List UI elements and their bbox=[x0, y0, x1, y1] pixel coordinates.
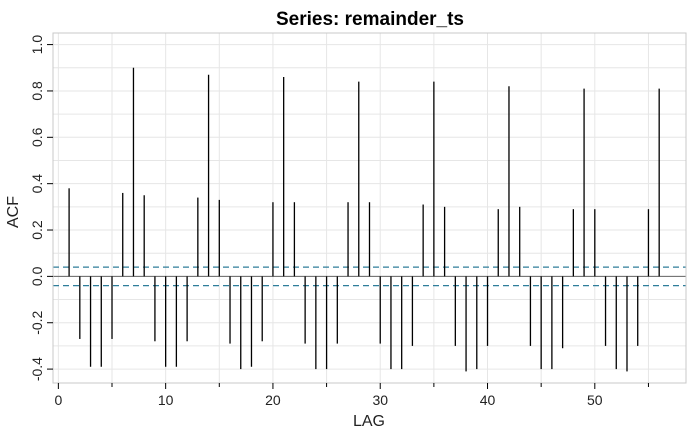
x-axis: 0 10 20 30 40 50 bbox=[54, 383, 649, 408]
x-tick-label: 40 bbox=[480, 392, 496, 408]
x-tick-label: 10 bbox=[158, 392, 174, 408]
y-tick-label: -0.2 bbox=[29, 310, 45, 334]
x-axis-label: LAG bbox=[353, 413, 385, 430]
y-axis: -0.4 -0.2 0.0 0.2 0.4 0.6 0.8 1.0 bbox=[29, 35, 53, 381]
y-tick-label: 0.4 bbox=[29, 174, 45, 194]
y-tick-label: 0.8 bbox=[29, 81, 45, 101]
y-axis-label: ACF bbox=[5, 196, 22, 228]
acf-bars bbox=[68, 67, 660, 372]
x-tick-label: 30 bbox=[372, 392, 388, 408]
y-tick-label: -0.4 bbox=[29, 357, 45, 381]
y-tick-label: 1.0 bbox=[29, 35, 45, 55]
plot-frame bbox=[52, 32, 687, 384]
x-tick-label: 0 bbox=[54, 392, 62, 408]
y-tick-label: 0.6 bbox=[29, 127, 45, 147]
confidence-bands bbox=[53, 266, 686, 287]
x-tick-label: 50 bbox=[587, 392, 603, 408]
grid-lines bbox=[53, 33, 686, 383]
x-tick-label: 20 bbox=[265, 392, 281, 408]
y-tick-label: 0.0 bbox=[29, 266, 45, 286]
chart-title: Series: remainder_ts bbox=[276, 9, 464, 30]
y-tick-label: 0.2 bbox=[29, 220, 45, 240]
